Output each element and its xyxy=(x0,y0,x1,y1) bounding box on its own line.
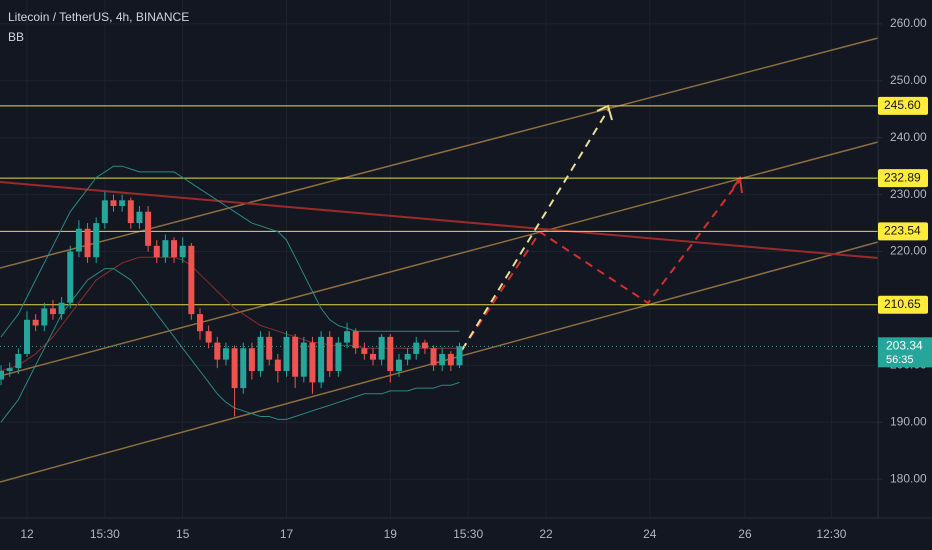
channel-line xyxy=(0,241,879,483)
candle-body xyxy=(75,228,82,252)
candle-body xyxy=(179,245,186,258)
candle-body xyxy=(257,336,264,372)
y-tick-label: 250.00 xyxy=(890,73,927,87)
candle-body xyxy=(205,331,212,343)
candle-body xyxy=(361,348,368,354)
price-level-tag xyxy=(878,295,928,314)
candle-body xyxy=(274,359,281,372)
last-price-label: 203.34 xyxy=(886,338,923,352)
channel-line xyxy=(0,141,879,377)
candle-body xyxy=(49,308,56,315)
drawings xyxy=(0,37,879,483)
candle-body xyxy=(309,342,316,383)
candle-body xyxy=(283,336,290,372)
price-level-tag xyxy=(878,96,928,115)
candle-body xyxy=(404,353,411,360)
candle-body xyxy=(240,348,247,389)
candle-body xyxy=(171,240,178,258)
candle-body xyxy=(84,228,91,258)
candle-body xyxy=(439,353,446,366)
x-tick-label: 26 xyxy=(738,527,752,541)
candle-body xyxy=(214,342,221,360)
candle-body xyxy=(387,336,394,372)
candle-body xyxy=(292,336,299,377)
x-tick-label: 24 xyxy=(643,527,657,541)
candle-body xyxy=(145,211,152,246)
x-tick-label: 15 xyxy=(176,527,190,541)
candle-body xyxy=(119,200,126,206)
candle-body xyxy=(101,200,108,224)
candle-body xyxy=(318,336,325,383)
y-tick-label: 190.00 xyxy=(890,414,927,428)
candle-body xyxy=(24,319,30,354)
x-tick-label: 17 xyxy=(280,527,294,541)
x-tick-label: 22 xyxy=(539,527,553,541)
chart-title: Litecoin / TetherUS, 4h, BINANCE xyxy=(8,10,189,24)
y-tick-label: 220.00 xyxy=(890,244,927,258)
candle-body xyxy=(58,302,65,315)
candle-body xyxy=(456,346,463,366)
bb-upper xyxy=(0,165,460,338)
candle-body xyxy=(188,245,195,315)
candle-body xyxy=(222,348,229,360)
last-price-tag xyxy=(878,337,932,368)
indicator-name: BB xyxy=(8,30,24,44)
bb-lower xyxy=(0,268,460,423)
candle-body xyxy=(421,342,428,349)
candle-body xyxy=(352,331,359,349)
candle-body xyxy=(162,240,169,258)
candle-body xyxy=(370,353,376,360)
candle-body xyxy=(231,348,238,389)
candle-body xyxy=(300,342,307,377)
candle-body xyxy=(67,251,74,303)
candle-body xyxy=(344,331,351,343)
price-level-label: 232.89 xyxy=(884,170,921,184)
candle-body xyxy=(430,348,437,366)
candle-body xyxy=(32,319,39,326)
candle-body xyxy=(0,371,5,380)
forecast-path xyxy=(461,179,741,351)
candle-body xyxy=(153,245,160,258)
candle-body xyxy=(15,353,22,369)
x-tick-label: 12 xyxy=(20,527,34,541)
candle-body xyxy=(197,314,203,332)
axes: 180.00190.00200.00210.00220.00230.00240.… xyxy=(20,16,932,541)
candle-body xyxy=(378,336,385,360)
candle-body xyxy=(41,308,48,326)
forecast-path xyxy=(461,109,609,351)
price-level-label: 223.54 xyxy=(884,224,921,238)
candles xyxy=(0,191,463,417)
price-level-tag xyxy=(878,169,928,188)
candle-body xyxy=(127,200,134,224)
candle-body xyxy=(110,200,117,206)
x-tick-label: 15:30 xyxy=(90,527,120,541)
candle-body xyxy=(447,353,454,366)
candle-body xyxy=(6,368,13,372)
x-tick-label: 12:30 xyxy=(816,527,846,541)
candle-body xyxy=(413,342,420,354)
candle-body xyxy=(136,211,143,224)
y-tick-label: 260.00 xyxy=(890,16,927,30)
y-tick-label: 180.00 xyxy=(890,471,927,485)
price-level-label: 210.65 xyxy=(884,297,921,311)
candle-body xyxy=(93,223,100,258)
y-tick-label: 230.00 xyxy=(890,187,927,201)
candle-body xyxy=(335,342,342,372)
y-tick-label: 240.00 xyxy=(890,130,927,144)
x-tick-label: 15:30 xyxy=(453,527,483,541)
x-tick-label: 19 xyxy=(384,527,398,541)
candle-body xyxy=(326,336,333,372)
price-level-label: 245.60 xyxy=(884,98,921,112)
candle-body xyxy=(395,359,402,372)
trend-line xyxy=(0,181,879,259)
candle-body xyxy=(248,348,255,372)
countdown: 56:35 xyxy=(886,354,914,366)
price-level-tag xyxy=(878,222,928,241)
candle-body xyxy=(266,336,273,360)
